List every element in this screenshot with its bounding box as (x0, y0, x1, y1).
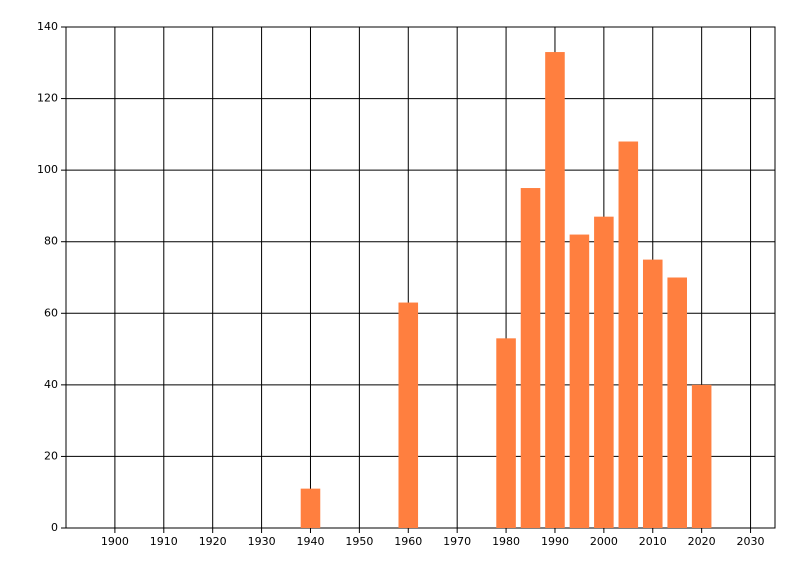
x-tick-label: 1900 (101, 535, 129, 548)
bar (496, 338, 516, 528)
bar (300, 488, 321, 528)
x-tick-label: 2000 (590, 535, 618, 548)
bar (545, 52, 565, 529)
y-tick-label: 20 (44, 449, 58, 462)
y-tick-label: 120 (37, 92, 58, 105)
x-tick-label: 1930 (248, 535, 276, 548)
x-tick-label: 1940 (296, 535, 324, 548)
bar (569, 234, 590, 529)
bar (618, 141, 639, 528)
x-tick-label: 1970 (443, 535, 471, 548)
x-tick-label: 1950 (345, 535, 373, 548)
x-tick-label: 1990 (541, 535, 569, 548)
bar (398, 302, 419, 528)
x-tick-label: 1920 (199, 535, 227, 548)
y-tick-label: 100 (37, 163, 58, 176)
plot-frame (65, 26, 776, 529)
y-tick-label: 0 (51, 521, 58, 534)
y-tick-label: 60 (44, 306, 58, 319)
x-tick-label: 1980 (492, 535, 520, 548)
y-tick-label: 80 (44, 235, 58, 248)
y-tick-label: 40 (44, 378, 58, 391)
bar (691, 384, 712, 528)
x-tick-label: 2020 (688, 535, 716, 548)
x-tick-label: 1910 (150, 535, 178, 548)
x-tick-label: 1960 (394, 535, 422, 548)
x-tick-label: 2010 (639, 535, 667, 548)
x-tick-label: 2030 (737, 535, 765, 548)
bar (520, 188, 541, 529)
y-tick-label: 140 (37, 20, 58, 33)
bar (667, 277, 687, 528)
bar (642, 259, 663, 528)
bar (594, 216, 614, 528)
